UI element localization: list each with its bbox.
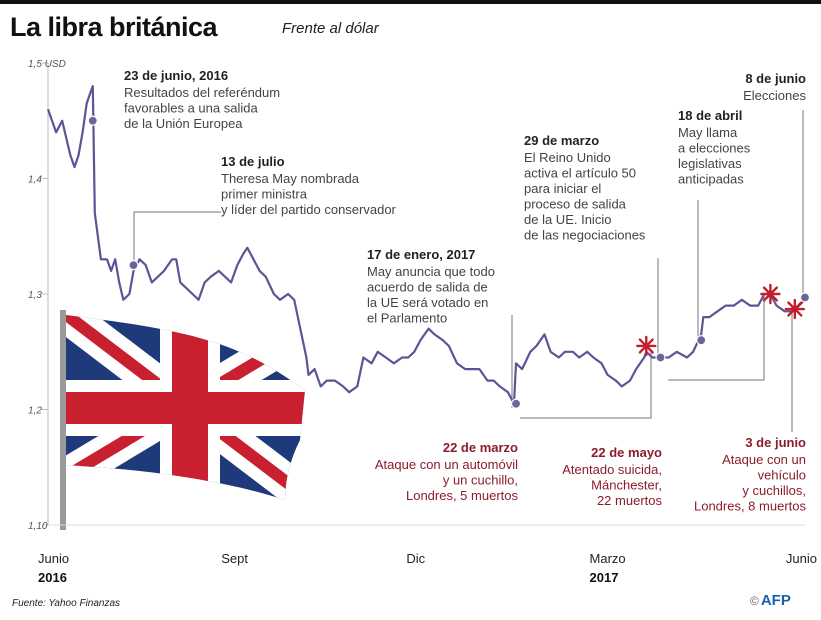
annotation-line: acuerdo de salida de bbox=[367, 280, 488, 295]
annotation-line: Londres, 5 muertos bbox=[406, 488, 519, 503]
annotation-line: el Parlamento bbox=[367, 311, 447, 326]
annotation-title: 8 de junio bbox=[745, 71, 806, 86]
axes: 1,5 USD 1,4 1,3 1,2 1,10 Junio 2016 Sept Dic Marz… bbox=[28, 59, 817, 585]
event-star-marker bbox=[636, 335, 657, 357]
annotation-line: activa el artículo 50 bbox=[524, 166, 636, 181]
annotation-line: Ataque con un bbox=[722, 452, 806, 467]
x-tick-label: Junio bbox=[38, 551, 69, 566]
annotation-line: Atentado suicida, bbox=[562, 462, 662, 477]
annotation-title: 13 de julio bbox=[221, 154, 285, 169]
annotation-line: y un cuchillo, bbox=[443, 473, 518, 488]
series-line bbox=[46, 85, 806, 405]
series-group bbox=[46, 85, 806, 405]
annotation-leader-line bbox=[133, 211, 221, 268]
annotation-line: de las negociaciones bbox=[524, 228, 646, 243]
event-point-marker bbox=[799, 292, 811, 303]
y-tick-label: 1,5 USD bbox=[28, 59, 66, 70]
event-point-marker bbox=[696, 335, 707, 346]
annotation-line: May llama bbox=[678, 125, 738, 140]
annotation-title: 23 de junio, 2016 bbox=[124, 68, 228, 83]
annotation-line: 22 muertos bbox=[597, 493, 663, 508]
y-tick-label: 1,10 bbox=[28, 521, 48, 532]
annotation-line: proceso de salida bbox=[524, 197, 627, 212]
annotation-line: la UE será votado en bbox=[367, 295, 488, 310]
annotation-title: 29 de marzo bbox=[524, 133, 599, 148]
event-star-marker bbox=[784, 298, 806, 320]
event-star-marker bbox=[760, 283, 781, 305]
annotation-title: 3 de junio bbox=[745, 435, 806, 450]
annotation-labels: 23 de junio, 2016 Resultados del referénd… bbox=[124, 68, 806, 514]
annotation-line: favorables a una salida bbox=[124, 101, 258, 116]
event-point-marker bbox=[87, 115, 98, 126]
union-jack-flag-illustration bbox=[60, 310, 305, 530]
x-tick-year: 2016 bbox=[38, 570, 67, 585]
x-tick-label: Dic bbox=[406, 551, 425, 566]
afp-logo-text: AFP bbox=[760, 592, 791, 609]
annotation-leaders bbox=[133, 110, 804, 432]
annotation-title: 17 de enero, 2017 bbox=[367, 247, 475, 262]
annotation-leader-line bbox=[668, 295, 765, 381]
copyright-symbol: © bbox=[750, 594, 759, 608]
annotation-line: Resultados del referéndum bbox=[124, 85, 280, 100]
x-tick-label: Marzo bbox=[590, 551, 626, 566]
annotation-line: de la UE. Inicio bbox=[524, 212, 611, 227]
star-core bbox=[791, 305, 799, 313]
annotation-line: y cuchillos, bbox=[742, 483, 806, 498]
annotation-line: Ataque con un automóvil bbox=[375, 457, 518, 472]
annotation-line: Londres, 8 muertos bbox=[694, 499, 807, 514]
event-point-marker bbox=[655, 352, 666, 363]
chart-title: La libra británica bbox=[10, 12, 218, 42]
annotation-line: para iniciar el bbox=[524, 181, 601, 196]
annotation-line: Mánchester, bbox=[591, 478, 662, 493]
annotation-line: vehículo bbox=[758, 468, 806, 483]
event-markers bbox=[87, 115, 811, 409]
annotation-line: May anuncia que todo bbox=[367, 264, 495, 279]
annotation-line: legislativas bbox=[678, 156, 742, 171]
annotation-title: 22 de marzo bbox=[443, 440, 518, 455]
annotation-title: 18 de abril bbox=[678, 108, 742, 123]
star-core bbox=[767, 290, 774, 298]
y-tick-label: 1,4 bbox=[28, 175, 42, 186]
star-core bbox=[643, 342, 650, 350]
y-tick-label: 1,2 bbox=[28, 406, 42, 417]
x-tick-label: Junio bbox=[786, 551, 817, 566]
annotation-line: y líder del partido conservador bbox=[221, 202, 397, 217]
source-note: Fuente: Yahoo Finanzas bbox=[12, 598, 121, 609]
annotation-leader-line bbox=[520, 351, 652, 419]
annotation-line: primer ministra bbox=[221, 187, 308, 202]
afp-logo: © AFP bbox=[750, 592, 791, 609]
event-point-marker bbox=[510, 398, 522, 409]
x-tick-year: 2017 bbox=[590, 570, 619, 585]
annotation-line: Elecciones bbox=[743, 88, 806, 103]
top-rule bbox=[0, 0, 821, 4]
y-tick-label: 1,3 bbox=[28, 290, 42, 301]
x-tick-label: Sept bbox=[221, 551, 248, 566]
event-point-marker bbox=[128, 260, 139, 271]
annotation-title: 22 de mayo bbox=[591, 445, 662, 460]
chart-subtitle: Frente al dólar bbox=[282, 20, 379, 37]
annotation-line: a elecciones bbox=[678, 141, 751, 156]
annotation-line: anticipadas bbox=[678, 172, 744, 187]
annotation-line: El Reino Unido bbox=[524, 150, 611, 165]
annotation-line: de la Unión Europea bbox=[124, 116, 243, 131]
annotation-line: Theresa May nombrada bbox=[221, 171, 360, 186]
